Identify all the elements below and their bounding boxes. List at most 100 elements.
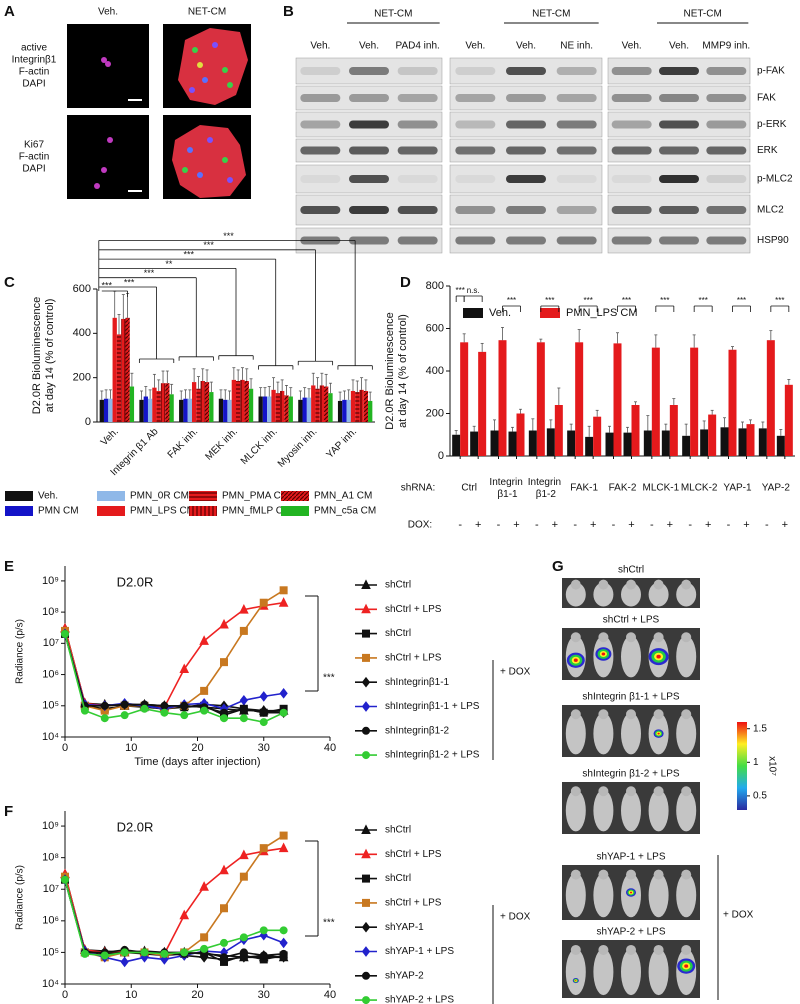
marker: [361, 676, 371, 688]
marker: [120, 948, 129, 957]
sig-label: ***: [323, 673, 335, 684]
bar: [284, 395, 289, 422]
nucleus: [222, 67, 228, 73]
legend-label: Veh.: [489, 307, 511, 319]
bar: [125, 317, 130, 422]
mouse-head: [598, 709, 609, 720]
band: [455, 146, 496, 155]
legend-label: PMN_fMLP CM: [222, 506, 291, 517]
bar: [258, 396, 263, 422]
marker: [259, 691, 268, 702]
marker: [239, 714, 248, 723]
marker: [100, 951, 109, 960]
bar: [631, 405, 640, 456]
bar: [546, 428, 555, 456]
legend-swatch: [189, 491, 217, 501]
nucleus: [197, 62, 203, 68]
mouse: [621, 635, 641, 678]
image-label: shCtrl + LPS: [603, 615, 660, 626]
mouse: [676, 635, 697, 678]
marker: [278, 842, 289, 853]
bar: [200, 380, 205, 422]
x-axis-label: Time (days after injection): [134, 1003, 260, 1004]
band: [506, 67, 546, 75]
marker: [259, 598, 268, 607]
x-tick-label: Integrin β1-2: [528, 477, 564, 500]
bar: [248, 388, 254, 422]
y-axis-label: at day 14 (% of control): [397, 314, 409, 428]
dox-sign: -: [650, 519, 654, 531]
band: [397, 175, 438, 183]
band: [397, 120, 438, 129]
bar: [554, 405, 563, 456]
bar: [575, 342, 584, 456]
nucleus: [222, 157, 228, 163]
x-tick-label: 0: [62, 989, 68, 1001]
dox-sign: +: [705, 519, 711, 531]
legend-swatch: [281, 491, 309, 501]
mouse: [565, 948, 586, 996]
x-tick-label: Ctrl: [461, 483, 477, 494]
marker: [220, 953, 228, 962]
legend-label: shIntegrinβ1-2: [385, 725, 450, 736]
marker: [279, 586, 288, 595]
y-tick-label: 10⁸: [42, 606, 59, 618]
x-tick-label: FAK-2: [609, 483, 637, 494]
lane-label: Veh.: [359, 41, 379, 52]
y-tick-label: 10⁵: [42, 946, 59, 958]
legend-label: PMN_0R CM: [130, 491, 189, 502]
bar: [103, 398, 109, 422]
bar: [363, 390, 369, 422]
stain-label: DAPI: [22, 79, 45, 90]
y-axis-label: Radiance (p/s): [15, 865, 26, 930]
bar: [593, 416, 602, 456]
x-tick-label: 0: [62, 742, 68, 754]
colorbar-tick-label: 1.5: [753, 723, 767, 734]
marker: [361, 848, 371, 859]
bar: [196, 388, 201, 422]
bar: [738, 428, 747, 456]
band: [300, 206, 341, 214]
blot: [295, 85, 443, 111]
legend-label: shIntegrinβ1-1 + LPS: [385, 701, 480, 712]
bar: [179, 399, 184, 422]
panel-letter: B: [283, 3, 294, 20]
bar: [236, 380, 241, 422]
bar: [661, 430, 670, 456]
mouse: [621, 789, 641, 832]
marker: [362, 751, 370, 760]
marker: [200, 686, 209, 695]
row-label: FAK: [757, 93, 776, 104]
band: [611, 67, 652, 75]
cell: [94, 183, 100, 189]
mouse: [676, 582, 697, 607]
cell: [101, 167, 107, 173]
y-axis-label: D2.0R Bioluminescence: [31, 297, 43, 414]
group-header: NET-CM: [683, 9, 721, 20]
signal: [573, 658, 578, 662]
sig-label: **: [165, 259, 173, 269]
panel-letter: A: [4, 3, 15, 20]
bar: [187, 398, 192, 422]
mouse-head: [626, 709, 636, 720]
bar: [498, 340, 507, 456]
marker: [220, 938, 228, 947]
sig-label: ***: [124, 277, 135, 287]
mouse-head: [653, 944, 664, 955]
bar: [651, 347, 660, 456]
mouse-head: [681, 944, 692, 955]
dox-label: + DOX: [500, 912, 531, 923]
bar: [223, 399, 228, 422]
mouse-head: [626, 869, 636, 880]
band: [706, 206, 747, 214]
marker: [239, 933, 248, 942]
marker: [180, 701, 189, 710]
marker: [80, 706, 89, 715]
marker: [361, 824, 371, 834]
stain-label: Ki67: [24, 140, 44, 151]
marker: [140, 704, 149, 713]
bar: [776, 435, 785, 456]
nucleus: [197, 172, 203, 178]
bar: [460, 342, 469, 456]
bar: [311, 385, 316, 422]
